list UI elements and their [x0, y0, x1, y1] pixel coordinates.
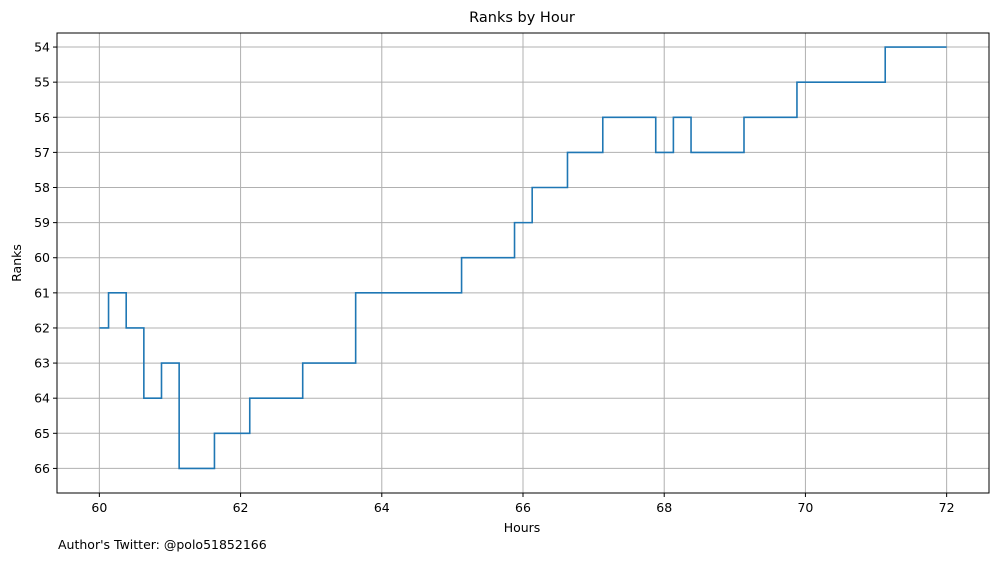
y-tick-label: 60	[34, 250, 50, 265]
x-tick-label: 72	[939, 500, 955, 515]
y-tick-label: 63	[34, 356, 50, 371]
y-tick-label: 58	[34, 180, 50, 195]
x-tick-label: 70	[797, 500, 813, 515]
series-layer	[99, 46, 947, 470]
x-tick-label: 60	[91, 500, 107, 515]
y-tick-label: 62	[34, 320, 50, 335]
chart-title: Ranks by Hour	[469, 10, 575, 26]
grid-lines	[57, 33, 989, 493]
x-tick-label: 62	[233, 500, 249, 515]
y-tick-label: 55	[34, 75, 50, 90]
y-tick-label: 64	[34, 391, 50, 406]
series-line	[99, 46, 947, 470]
x-tick-label: 68	[656, 500, 672, 515]
y-tick-label: 66	[34, 461, 50, 476]
y-tick-label: 56	[34, 110, 50, 125]
y-tick-label: 54	[34, 40, 50, 55]
y-tick-label: 61	[34, 285, 50, 300]
x-axis-ticks: 60 62 64 66 68 70 72	[91, 493, 955, 515]
y-axis-ticks: 54 55 56 57 58 59 60 61 62 63 64 65 66	[34, 40, 57, 476]
y-tick-label: 57	[34, 145, 50, 160]
y-tick-label: 59	[34, 215, 50, 230]
y-tick-label: 65	[34, 426, 50, 441]
x-tick-label: 66	[515, 500, 531, 515]
y-axis-label: Ranks	[9, 244, 24, 282]
author-credit: Author's Twitter: @polo51852166	[58, 537, 267, 552]
x-tick-label: 64	[374, 500, 390, 515]
x-axis-label: Hours	[504, 520, 541, 535]
